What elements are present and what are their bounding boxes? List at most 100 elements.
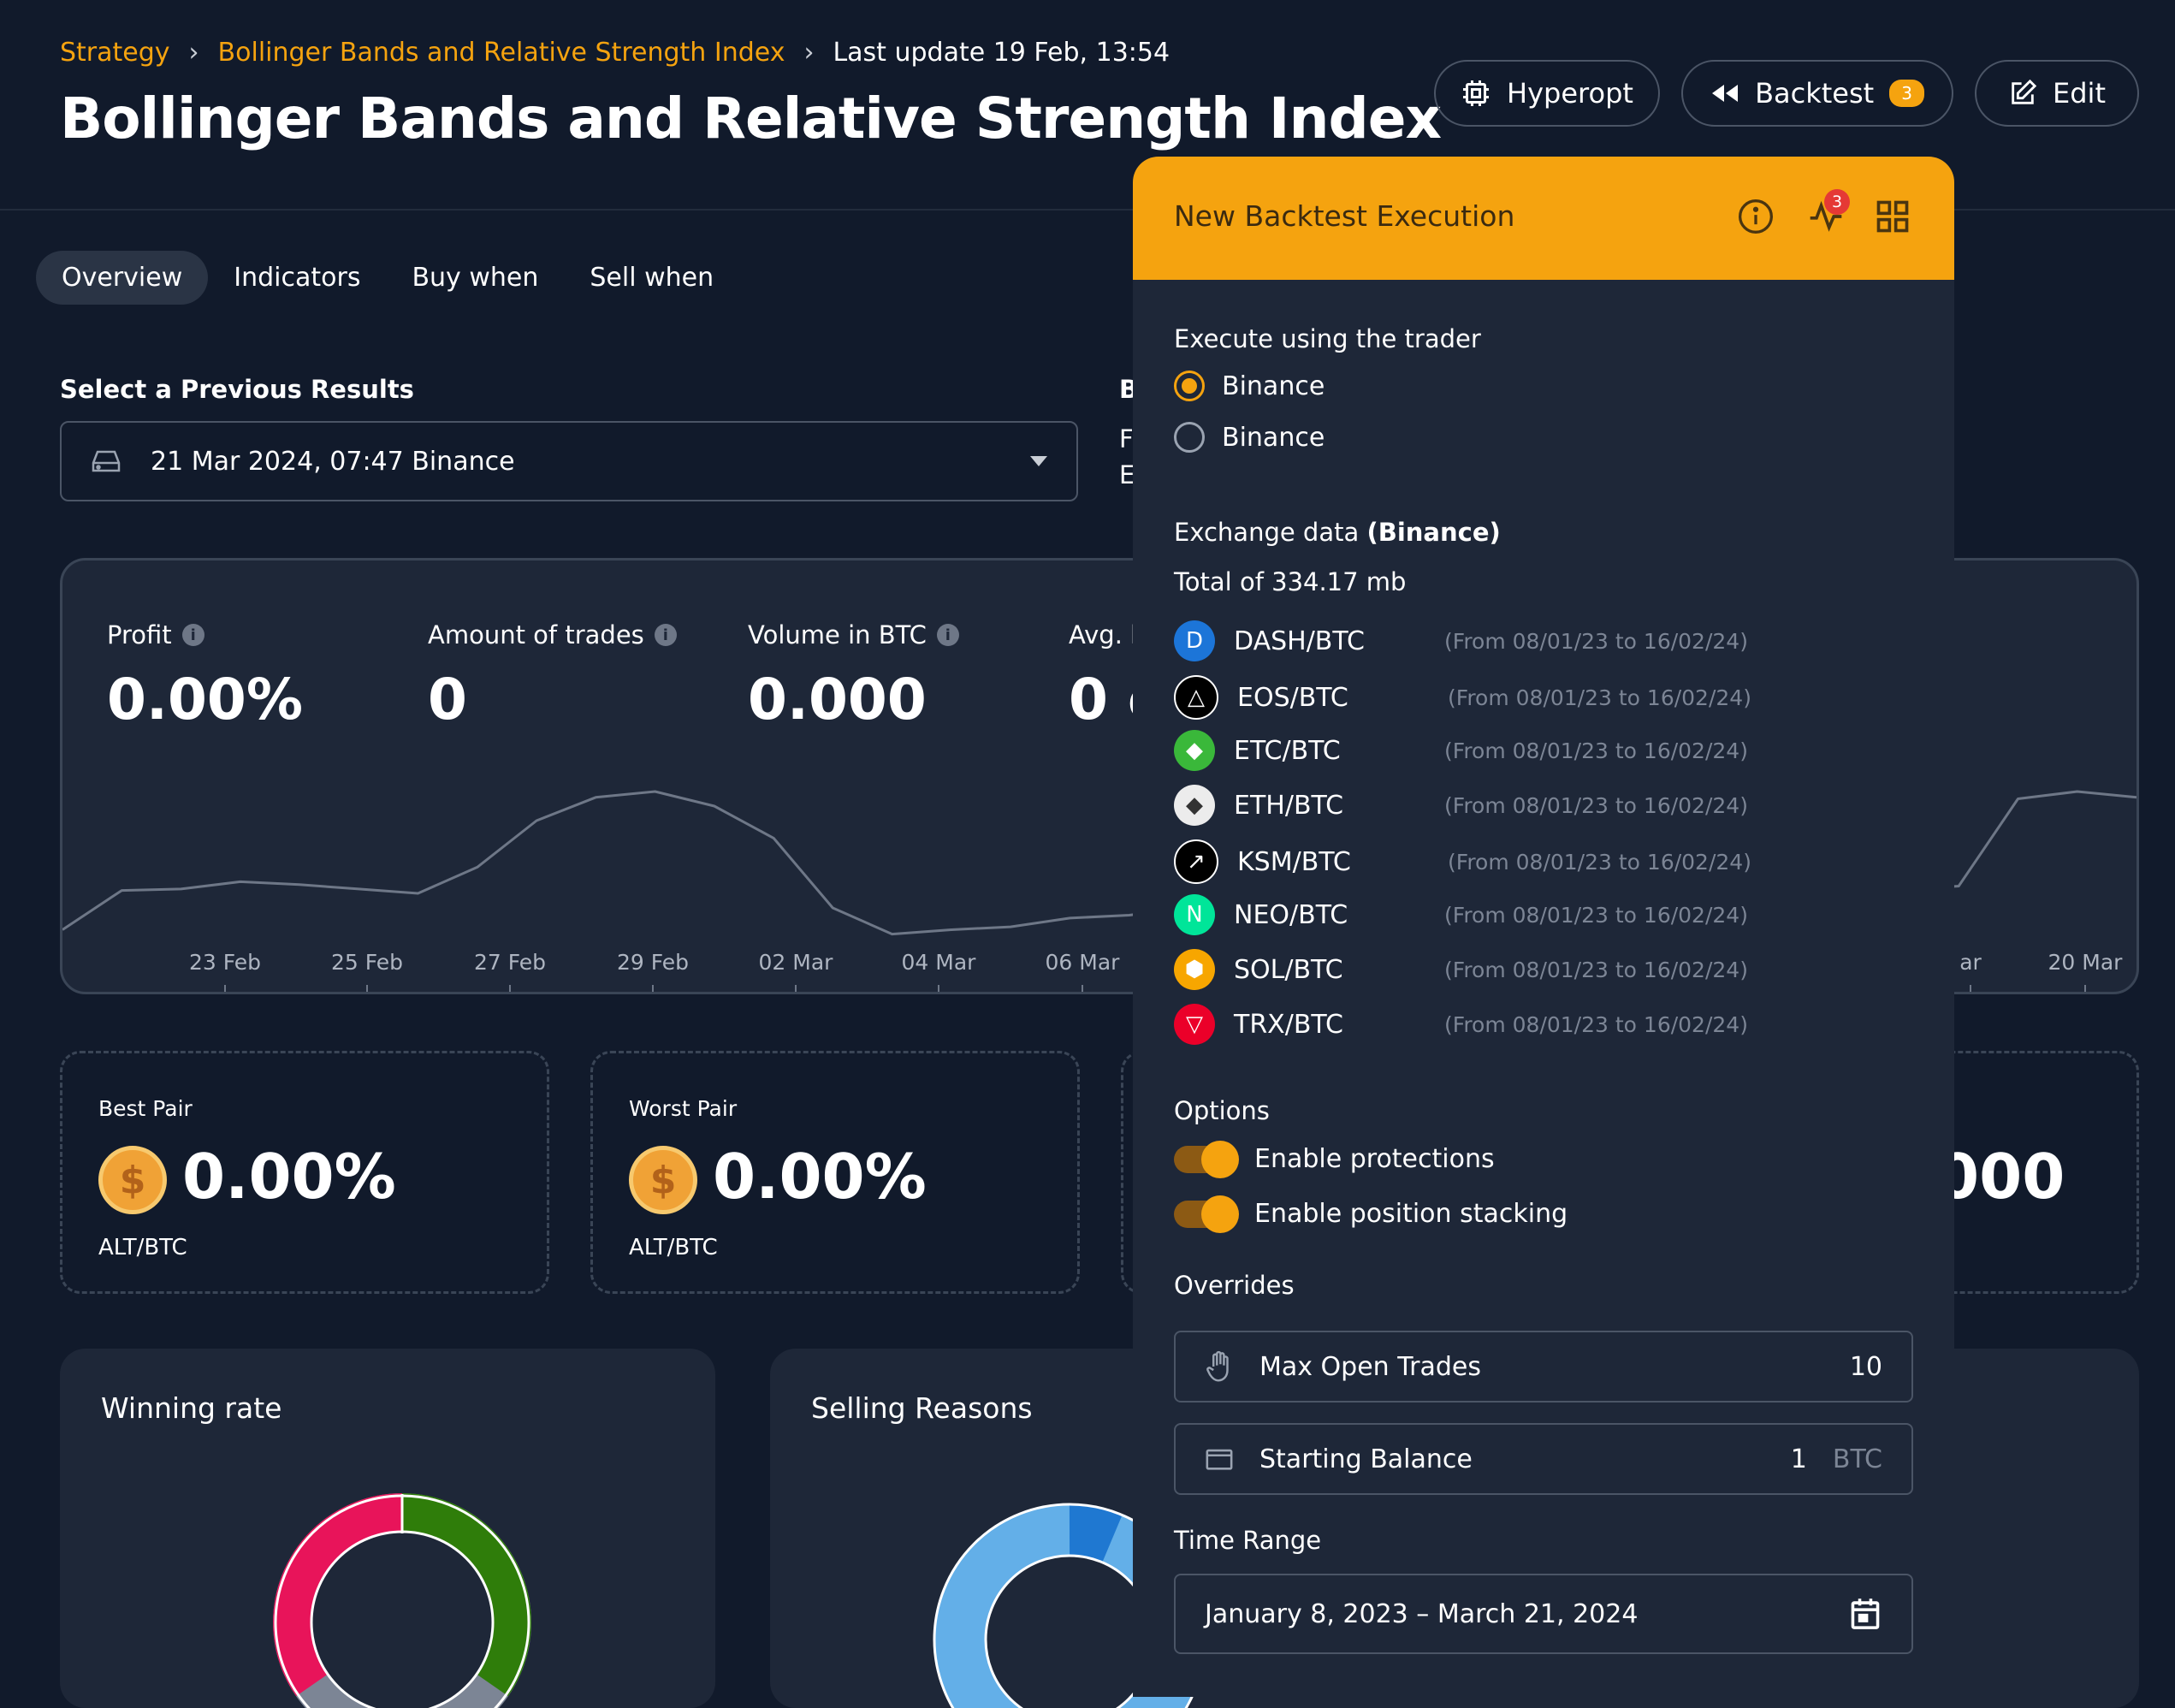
chevron-down-icon <box>1030 456 1047 466</box>
hyperopt-button[interactable]: Hyperopt <box>1434 60 1660 127</box>
stat-label: Profit <box>107 620 172 649</box>
hard-drive-icon <box>92 450 121 472</box>
overrides-label: Overrides <box>1174 1271 1295 1300</box>
enable-position-stacking-toggle[interactable]: Enable position stacking <box>1174 1195 1568 1233</box>
stat-label: Volume in BTC <box>748 620 927 649</box>
best-pair-value: 0.00% <box>182 1141 396 1213</box>
x-tick-label: 02 Mar <box>759 950 834 975</box>
new-backtest-popup: New Backtest Execution 3 Execute using t… <box>1133 157 1954 1697</box>
pair-row: D DASH/BTC (From 08/01/23 to 16/02/24) <box>1174 620 1748 661</box>
cpu-icon <box>1463 80 1490 106</box>
pair-date-range: (From 08/01/23 to 16/02/24) <box>1444 957 1748 982</box>
time-range-label: Time Range <box>1174 1526 1322 1555</box>
header-divider <box>0 209 2175 211</box>
radio-selected-icon[interactable] <box>1174 371 1205 401</box>
donut-segment-green <box>401 1493 531 1697</box>
x-tick-label: 29 Feb <box>617 950 689 975</box>
pair-name: KSM/BTC <box>1237 846 1351 877</box>
pair-name: ETH/BTC <box>1234 790 1344 821</box>
wallet-icon <box>1206 1449 1233 1470</box>
max-open-trades-field[interactable]: Max Open Trades 10 <box>1174 1331 1913 1403</box>
backtest-label: Backtest <box>1755 77 1875 110</box>
stat-value: 0 <box>428 667 467 732</box>
dollar-coin-icon: $ <box>629 1146 697 1214</box>
pair-date-range: (From 08/01/23 to 16/02/24) <box>1444 738 1748 763</box>
breadcrumb-strategy-name-link[interactable]: Bollinger Bands and Relative Strength In… <box>217 38 785 68</box>
winning-rate-donut <box>273 1493 531 1708</box>
trader-radio-option[interactable]: Binance <box>1174 371 1325 401</box>
toggle-switch[interactable] <box>1174 1195 1239 1233</box>
breadcrumb: Strategy › Bollinger Bands and Relative … <box>60 38 1170 68</box>
pair-date-range: (From 08/01/23 to 16/02/24) <box>1444 1011 1748 1037</box>
tab-overview[interactable]: Overview <box>36 251 209 305</box>
sol-icon: ⬢ <box>1174 949 1215 990</box>
ksm-icon: ↗ <box>1174 839 1218 884</box>
starting-balance-label: Starting Balance <box>1259 1444 1473 1474</box>
grid-icon[interactable] <box>1874 198 1911 235</box>
tab-buy-when[interactable]: Buy when <box>412 263 539 293</box>
dollar-coin-icon: $ <box>98 1146 167 1214</box>
info-icon[interactable]: i <box>936 624 959 646</box>
page-title: Bollinger Bands and Relative Strength In… <box>60 86 1442 151</box>
hidden-row-letter: F <box>1119 424 1134 454</box>
options-label: Options <box>1174 1096 1270 1125</box>
info-icon[interactable]: i <box>654 624 677 646</box>
enable-protections-toggle[interactable]: Enable protections <box>1174 1140 1495 1178</box>
previous-results-select[interactable]: 21 Mar 2024, 07:47 Binance <box>60 421 1078 501</box>
edit-icon <box>2012 79 2037 104</box>
pair-date-range: (From 08/01/23 to 16/02/24) <box>1444 792 1748 818</box>
pair-row: ↗ KSM/BTC (From 08/01/23 to 16/02/24) <box>1174 839 1751 884</box>
edit-button[interactable]: Edit <box>1975 60 2139 127</box>
breadcrumb-strategy-link[interactable]: Strategy <box>60 38 170 68</box>
stat-value: 0.00% <box>107 667 303 732</box>
tab-indicators[interactable]: Indicators <box>234 263 361 293</box>
hidden-pair-value: 000 <box>1936 1141 2065 1213</box>
donut-segment-blue <box>1069 1503 1123 1563</box>
selling-reasons-title: Selling Reasons <box>811 1391 1033 1425</box>
starting-balance-field[interactable]: Starting Balance 1 BTC <box>1174 1423 1913 1495</box>
x-tick-label: 23 Feb <box>189 950 261 975</box>
starting-balance-value[interactable]: 1 <box>1790 1444 1807 1474</box>
exchange-data-total: Total of 334.17 mb <box>1174 567 1407 596</box>
pair-row: N NEO/BTC (From 08/01/23 to 16/02/24) <box>1174 894 1748 935</box>
x-tick-label: 25 Feb <box>331 950 403 975</box>
previous-results-value: 21 Mar 2024, 07:47 Binance <box>151 446 515 477</box>
info-circle-icon[interactable] <box>1737 198 1775 235</box>
hand-icon <box>1206 1350 1229 1382</box>
winning-rate-title: Winning rate <box>101 1391 282 1425</box>
toggle-switch[interactable] <box>1174 1140 1239 1178</box>
pair-name: NEO/BTC <box>1234 899 1348 930</box>
pair-row: ▽ TRX/BTC (From 08/01/23 to 16/02/24) <box>1174 1004 1748 1045</box>
pair-row: ⬢ SOL/BTC (From 08/01/23 to 16/02/24) <box>1174 949 1748 990</box>
x-tick-label: 06 Mar <box>1046 950 1121 975</box>
max-open-trades-label: Max Open Trades <box>1259 1351 1481 1382</box>
hyperopt-label: Hyperopt <box>1507 77 1633 110</box>
time-range-field[interactable]: January 8, 2023 – March 21, 2024 <box>1174 1574 1913 1654</box>
activity-icon[interactable] <box>1807 198 1845 235</box>
stat-profit: Profit i 0.00% <box>107 620 303 732</box>
activity-notification-badge: 3 <box>1824 189 1850 215</box>
backtest-button[interactable]: Backtest 3 <box>1681 60 1953 127</box>
donut-segment-red <box>273 1493 403 1697</box>
trader-radio-option[interactable]: Binance <box>1174 422 1325 453</box>
pair-date-range: (From 08/01/23 to 16/02/24) <box>1448 685 1751 710</box>
tab-sell-when[interactable]: Sell when <box>590 263 714 293</box>
rewind-icon <box>1712 85 1739 102</box>
best-pair-card: Best Pair $ 0.00% ALT/BTC <box>60 1051 549 1294</box>
dash-icon: D <box>1174 620 1215 661</box>
trx-icon: ▽ <box>1174 1004 1215 1045</box>
edit-label: Edit <box>2053 77 2106 110</box>
pair-row: ◆ ETH/BTC (From 08/01/23 to 16/02/24) <box>1174 785 1748 826</box>
radio-unselected-icon[interactable] <box>1174 422 1205 453</box>
info-icon[interactable]: i <box>181 624 204 646</box>
pair-name: EOS/BTC <box>1237 682 1348 713</box>
pair-date-range: (From 08/01/23 to 16/02/24) <box>1448 849 1751 875</box>
best-pair-name: ALT/BTC <box>98 1235 187 1260</box>
max-open-trades-value[interactable]: 10 <box>1849 1351 1882 1382</box>
pair-date-range: (From 08/01/23 to 16/02/24) <box>1444 628 1748 654</box>
calendar-icon[interactable] <box>1848 1596 1882 1632</box>
worst-pair-card: Worst Pair $ 0.00% ALT/BTC <box>590 1051 1080 1294</box>
x-tick-label: 27 Feb <box>474 950 546 975</box>
pair-name: TRX/BTC <box>1234 1009 1343 1040</box>
worst-pair-label: Worst Pair <box>629 1096 738 1121</box>
